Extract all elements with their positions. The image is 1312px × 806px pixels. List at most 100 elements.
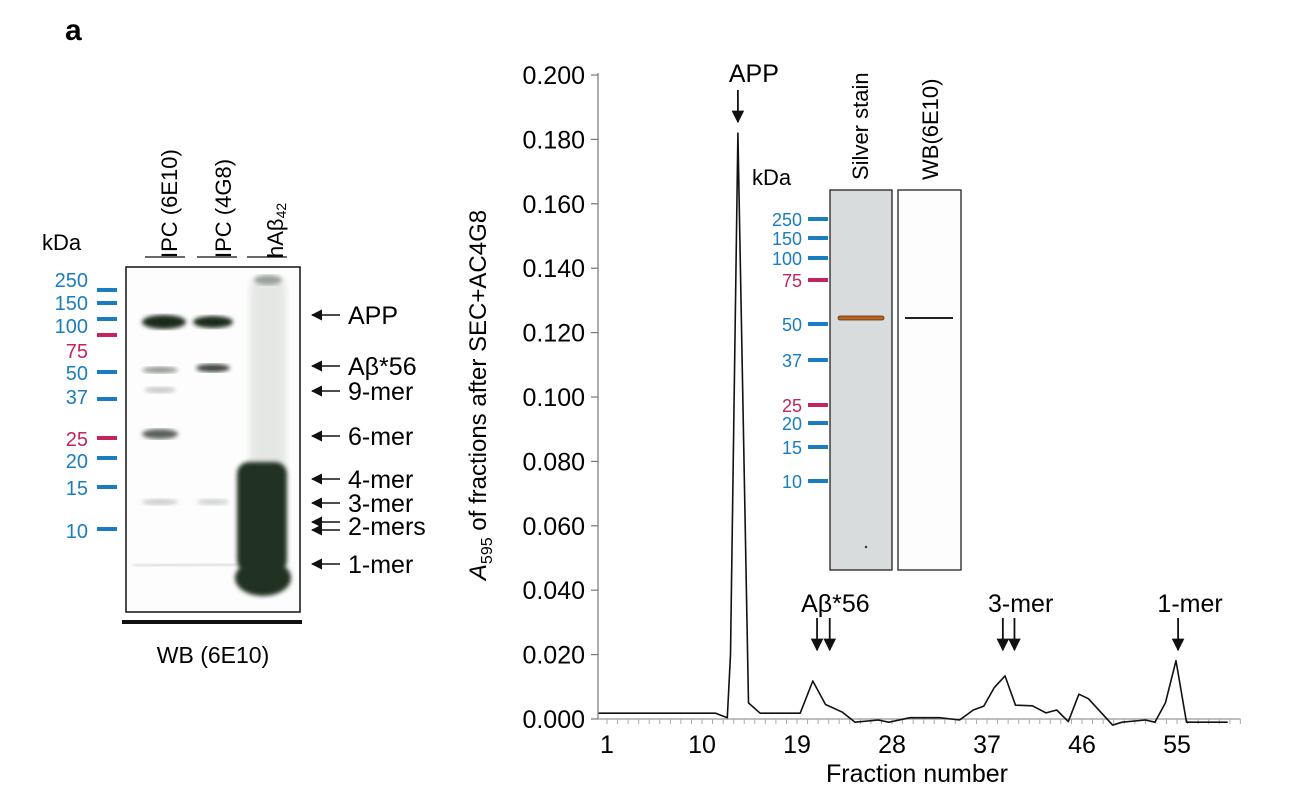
band-abeta56-lane2 (196, 364, 230, 372)
band-habeta42-oligomers (237, 462, 287, 572)
inset-marker-tick (808, 256, 828, 260)
band-lane1-3mer (142, 499, 178, 505)
blot-marker-tick (97, 333, 117, 337)
x-axis-title: Fraction number (826, 760, 1008, 788)
band-1mer-faint (132, 563, 241, 567)
silver-stain-band (837, 315, 885, 321)
peak-label: Aβ*56 (801, 590, 870, 618)
band-label: APP (348, 302, 398, 330)
wb-lane (897, 189, 962, 571)
x-tick-label: 46 (1068, 731, 1096, 759)
peak-label: 3-mer (988, 590, 1053, 618)
blot-marker-label: 150 (55, 293, 88, 315)
lane-label-ipc-6e10: IPC (6E10) (157, 149, 182, 258)
inset-marker-tick (808, 421, 828, 425)
band-label: 3-mer (348, 490, 413, 518)
y-tick-label: 0.120 (522, 320, 585, 348)
x-tick-label: 28 (878, 731, 906, 759)
blot-marker-tick (97, 527, 117, 531)
x-tick-label: 10 (688, 731, 716, 759)
inset-lane-wb-6e10: WB(6E10) (918, 79, 943, 180)
y-tick-label: 0.000 (522, 706, 585, 734)
smear-habeta42 (250, 280, 286, 470)
blot-marker-tick (97, 317, 117, 321)
gel-speck (864, 545, 868, 549)
y-tick-label: 0.060 (522, 513, 585, 541)
y-tick-label: 0.180 (522, 126, 585, 154)
blot-marker-label: 250 (55, 270, 88, 292)
inset-marker-label: 75 (782, 271, 802, 291)
inset-marker-tick (808, 217, 828, 221)
y-tick-label: 0.080 (522, 448, 585, 476)
inset-marker-tick (808, 322, 828, 326)
wb-band (905, 317, 953, 319)
inset-kda-label: kDa (752, 165, 792, 190)
wb-bar (122, 620, 302, 624)
x-tick-label: 55 (1163, 731, 1191, 759)
blot-marker-tick (97, 301, 117, 305)
y-tick-label: 0.100 (522, 384, 585, 412)
band-lane1-50 (142, 367, 178, 373)
band-app-lane2 (193, 316, 233, 328)
blot-marker-label: 75 (66, 341, 88, 363)
blot-marker-label: 50 (66, 363, 88, 385)
inset-marker-tick (808, 358, 828, 362)
inset-marker-label: 10 (782, 472, 802, 492)
blot-marker-label: 15 (66, 478, 88, 500)
blot-marker-tick (97, 288, 117, 292)
blot-kda-label: kDa (42, 230, 82, 255)
band-label: Aβ*56 (348, 353, 417, 381)
band-label: 6-mer (348, 423, 413, 451)
inset-marker-label: 15 (782, 438, 802, 458)
y-tick-label: 0.040 (522, 577, 585, 605)
x-tick-label: 19 (783, 731, 811, 759)
lane-label-habeta42: hAβ42 (263, 203, 289, 258)
blot-marker-label: 20 (66, 451, 88, 473)
inset-marker-tick (808, 479, 828, 483)
band-label: 9-mer (348, 378, 413, 406)
y-tick-label: 0.200 (522, 62, 585, 90)
inset-lane-silver-stain: Silver stain (848, 72, 873, 180)
blot-marker-label: 10 (66, 521, 88, 543)
x-tick-label: 1 (600, 731, 614, 759)
y-tick-label: 0.020 (522, 642, 585, 670)
band-lane1-25 (142, 429, 178, 439)
band-lane1-9mer (144, 387, 176, 393)
inset-marker-label: 100 (772, 249, 802, 269)
inset-marker-tick (808, 445, 828, 449)
band-label: 2-mers (348, 513, 426, 541)
inset-marker-label: 150 (772, 229, 802, 249)
peak-label: APP (729, 60, 779, 88)
blot-marker-label: 100 (55, 316, 88, 338)
y-tick-label: 0.160 (522, 191, 585, 219)
blot-marker-tick (97, 370, 117, 374)
silver-stain-lane (829, 189, 893, 571)
inset-marker-tick (808, 403, 828, 407)
blot-marker-tick (97, 485, 117, 489)
peak-annotations: APP Aβ*56 3-mer 1-mer (729, 60, 1223, 652)
absorbance-trace (598, 132, 1228, 726)
band-label: 1-mer (348, 551, 413, 579)
blot-bands (132, 275, 291, 596)
blot-marker-tick (97, 397, 117, 401)
y-axis-title: A595 of fractions after SEC+AC4G8 (465, 210, 496, 582)
inset-marker-tick (808, 236, 828, 240)
band-habeta42-top (254, 275, 282, 285)
blot-footer: WB (6E10) (157, 642, 269, 668)
inset-marker-label: 50 (782, 315, 802, 335)
lane-label-ipc-4g8: IPC (4G8) (211, 159, 236, 258)
inset-marker-label: 25 (782, 396, 802, 416)
blot-marker-tick (97, 436, 117, 440)
axes: 0.000 0.020 0.040 0.060 0.080 0.100 0.120 0.140… (522, 62, 1241, 759)
inset-marker-label: 250 (772, 210, 802, 230)
peak-label: 1-mer (1157, 590, 1222, 618)
x-tick-label: 37 (973, 731, 1001, 759)
blot-marker-label: 37 (66, 387, 88, 409)
band-habeta42-monomer (235, 560, 291, 596)
